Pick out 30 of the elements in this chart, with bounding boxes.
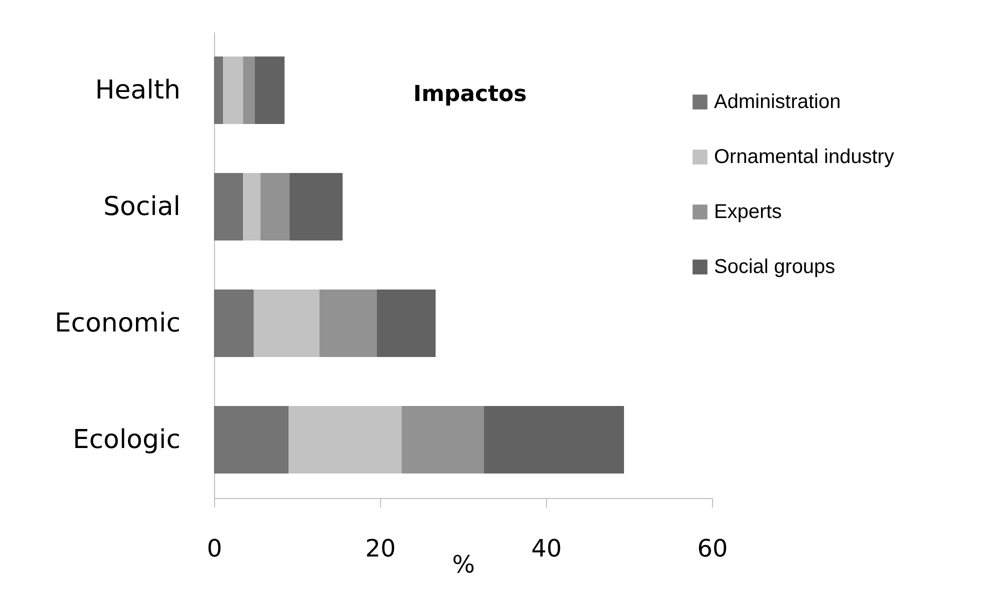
x-tick-label: 60 <box>697 534 728 562</box>
bar <box>254 56 285 124</box>
x-tick-label: 40 <box>531 534 562 562</box>
legend-label: Administration <box>714 91 841 113</box>
bar <box>214 289 254 358</box>
bar <box>254 289 320 358</box>
legend-label: Ornamental industry <box>714 146 894 168</box>
bar <box>223 56 244 124</box>
legend-label: Experts <box>714 201 782 223</box>
text: Impactos <box>413 82 527 107</box>
bar <box>260 172 290 241</box>
y-tick-label: Economic <box>54 308 180 338</box>
bar <box>319 289 377 358</box>
bar <box>290 172 343 241</box>
bar <box>214 406 289 474</box>
bar <box>214 172 244 241</box>
y-tick-label: Social <box>103 192 180 222</box>
legend-label: Social groups <box>714 256 836 278</box>
bar <box>484 406 624 474</box>
bar <box>214 56 224 124</box>
bar <box>376 289 436 358</box>
x-axis-title: % <box>452 550 475 578</box>
y-tick-label: Health <box>95 75 180 106</box>
x-tick-label: 20 <box>365 534 396 562</box>
bar <box>243 56 255 124</box>
bar <box>402 406 484 474</box>
y-tick-label: Ecologic <box>72 424 180 455</box>
x-tick-label: 0 <box>206 534 222 562</box>
bar <box>243 172 260 241</box>
bar <box>288 406 402 474</box>
